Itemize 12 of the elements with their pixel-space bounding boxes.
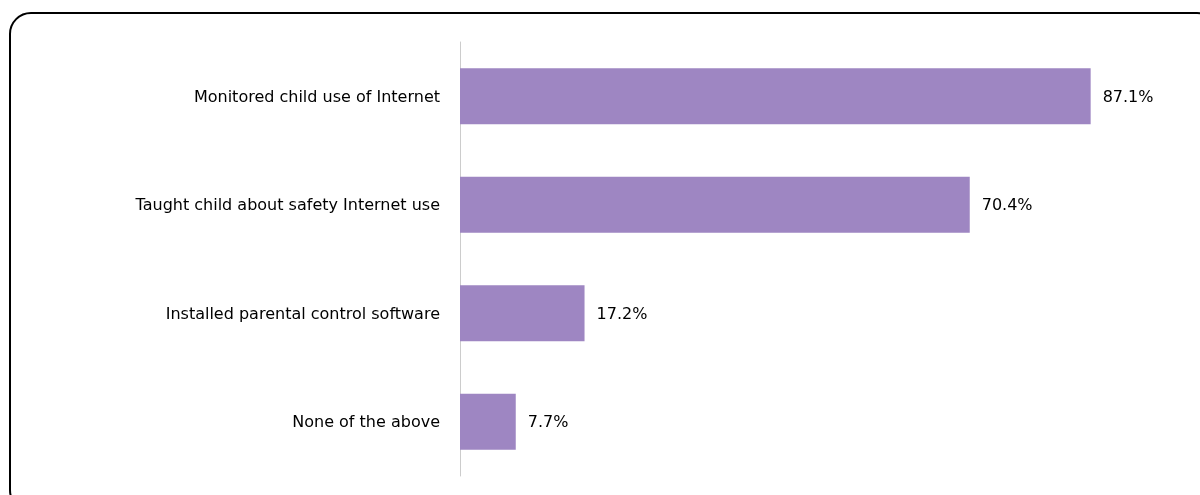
data-label: 70.4%: [981, 195, 1033, 215]
bar: [460, 68, 1091, 125]
y-tick-label: Monitored child use of Internet: [193, 86, 440, 106]
data-label: 17.2%: [596, 303, 648, 323]
data-label: 7.7%: [527, 412, 569, 432]
bar: [460, 393, 516, 450]
data-label: 87.1%: [1102, 86, 1154, 106]
y-tick-label: Installed parental control software: [165, 303, 440, 323]
y-tick-label: Taught child about safety Internet use: [134, 195, 440, 215]
bar: [460, 285, 585, 342]
bar: [460, 176, 970, 233]
y-tick-label: None of the above: [292, 412, 440, 432]
